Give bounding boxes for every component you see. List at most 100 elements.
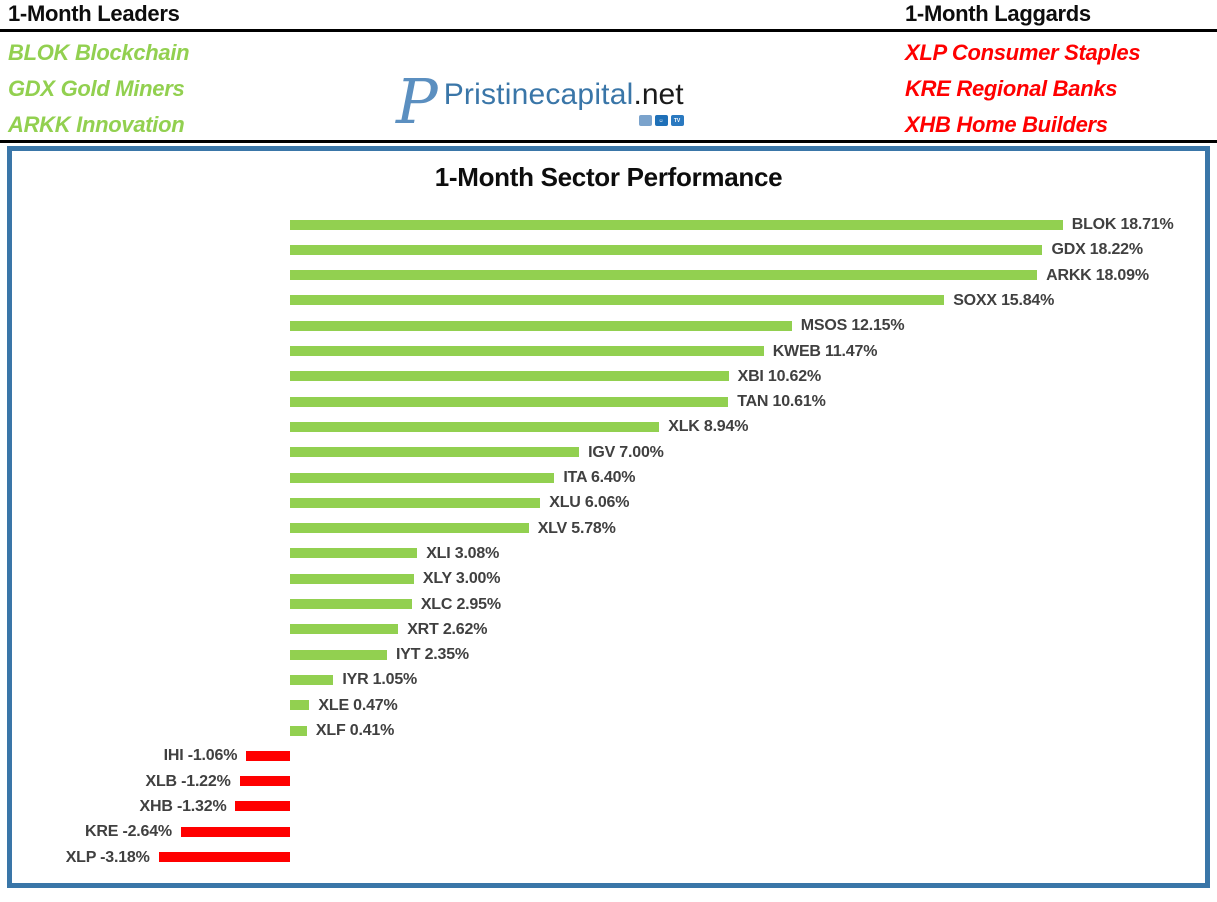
bar: [290, 725, 307, 736]
bar-label: XLV 5.78%: [537, 519, 616, 537]
bar-label: XLC 2.95%: [420, 595, 501, 613]
bar-label: XLK 8.94%: [668, 418, 749, 436]
chart-title: 1-Month Sector Performance: [434, 162, 783, 192]
bar-row: MSOS 12.15%: [12, 313, 1205, 338]
bar-label: IHI -1.06%: [163, 747, 238, 765]
social-icons: ☺ TV: [638, 115, 684, 126]
bar: [290, 599, 412, 609]
bar-label: XLU 6.06%: [549, 494, 630, 512]
bar: [290, 295, 945, 306]
bar-row: IYT 2.35%: [12, 642, 1205, 667]
logo-monogram-icon: P: [396, 65, 438, 138]
bar-label: XLY 3.00%: [422, 570, 501, 588]
bars: BLOK 18.71% GDX 18.22% ARKK 18.09% SOXX 15.…: [12, 212, 1205, 872]
bar-label: ITA 6.40%: [563, 469, 636, 486]
bar-row: ITA 6.40%: [12, 465, 1205, 490]
bar: [290, 472, 555, 483]
bar-row: KWEB 11.47%: [12, 339, 1205, 364]
bar: [235, 801, 290, 812]
bar: [290, 497, 541, 508]
bar-row: GDX 18.22%: [12, 237, 1205, 262]
bar-label: IYT 2.35%: [396, 646, 469, 664]
bar-row: XLF 0.41%: [12, 718, 1205, 743]
header-titles-row: 1-Month Leaders 1-Month Laggards: [0, 0, 1217, 32]
bar: [290, 421, 660, 432]
leader-item: BLOK Blockchain: [8, 40, 190, 65]
bar-row: ARKK 18.09%: [12, 263, 1205, 288]
header-divider: [0, 140, 1217, 143]
bar: [290, 624, 399, 635]
logo-text: Pristinecapital.net ☺ TV: [444, 78, 684, 126]
bar: [290, 244, 1043, 255]
bar-label: ARKK 18.09%: [1046, 266, 1149, 284]
bar-row: BLOK 18.71%: [12, 212, 1205, 237]
leaders-list: BLOK Blockchain GDX Gold Miners ARKK Innov…: [8, 35, 190, 143]
bar-label: XLI 3.08%: [426, 544, 500, 562]
bar-label: TAN 10.61%: [737, 393, 826, 411]
logo-name: Pristinecapital: [443, 78, 634, 111]
bar: [180, 826, 290, 837]
leader-item: ARKK Innovation: [8, 112, 185, 137]
tv-icon: TV: [670, 115, 684, 126]
bar-label: XBI 10.62%: [737, 367, 822, 385]
bar-row: XLI 3.08%: [12, 541, 1205, 566]
bar-row: XBI 10.62%: [12, 364, 1205, 389]
bar-row: XLP -3.18%: [12, 845, 1205, 870]
bar: [246, 750, 290, 761]
laggard-item: XLP Consumer Staples: [905, 40, 1141, 65]
bar: [290, 219, 1063, 230]
laggard-item: KRE Regional Banks: [905, 76, 1118, 101]
bar-label: XLB -1.22%: [145, 772, 231, 790]
bar: [290, 548, 418, 559]
bar-label: MSOS 12.15%: [800, 317, 905, 335]
leaders-title: 1-Month Leaders: [8, 1, 180, 26]
bar: [290, 320, 792, 331]
bar: [290, 700, 310, 711]
bar-label: BLOK 18.71%: [1071, 216, 1174, 233]
laggard-item: XHB Home Builders: [905, 112, 1108, 137]
bar-row: XLV 5.78%: [12, 516, 1205, 541]
leader-item: GDX Gold Miners: [8, 76, 185, 101]
bar-row: IGV 7.00%: [12, 440, 1205, 465]
bar: [290, 523, 529, 534]
bar-label: GDX 18.22%: [1051, 241, 1143, 259]
bar: [290, 674, 334, 685]
discord-icon: ☺: [654, 115, 668, 126]
bar: [239, 776, 290, 787]
bar-label: XLF 0.41%: [315, 722, 395, 739]
bar-row: XRT 2.62%: [12, 617, 1205, 642]
bar: [290, 447, 580, 458]
bar-label: XLP -3.18%: [65, 848, 150, 866]
bar-row: XLC 2.95%: [12, 592, 1205, 617]
bar-row: KRE -2.64%: [12, 819, 1205, 844]
header: 1-Month Leaders 1-Month Laggards BLOK Bl…: [0, 0, 1217, 143]
bar-row: TAN 10.61%: [12, 389, 1205, 414]
bar: [290, 346, 764, 356]
bar-label: KWEB 11.47%: [772, 342, 878, 360]
logo-tld: .net: [633, 78, 684, 111]
bar-label: KRE -2.64%: [85, 823, 172, 841]
bar-row: XLE 0.47%: [12, 693, 1205, 718]
bar-row: IHI -1.06%: [12, 743, 1205, 768]
bar: [290, 649, 388, 660]
bar: [290, 573, 414, 584]
bar-row: XHB -1.32%: [12, 794, 1205, 819]
bar-row: XLU 6.06%: [12, 490, 1205, 515]
monitor-icon: [638, 115, 652, 126]
bar-label: IYR 1.05%: [342, 671, 418, 689]
bar-row: SOXX 15.84%: [12, 288, 1205, 313]
laggards-list: XLP Consumer Staples KRE Regional Banks XH…: [905, 35, 1141, 143]
bar: [158, 852, 290, 862]
bar-label: IGV 7.00%: [588, 443, 664, 461]
brand-logo: P Pristinecapital.net ☺ TV: [396, 66, 684, 138]
bar-label: SOXX 15.84%: [953, 291, 1055, 309]
bar-label: XRT 2.62%: [407, 620, 488, 638]
bar-label: XLE 0.47%: [318, 696, 398, 714]
bar: [290, 371, 729, 382]
laggards-title: 1-Month Laggards: [905, 1, 1091, 26]
bar: [290, 270, 1038, 281]
bar-row: XLY 3.00%: [12, 566, 1205, 591]
bar-row: IYR 1.05%: [12, 667, 1205, 692]
bar-row: XLB -1.22%: [12, 769, 1205, 794]
bar: [290, 396, 729, 407]
